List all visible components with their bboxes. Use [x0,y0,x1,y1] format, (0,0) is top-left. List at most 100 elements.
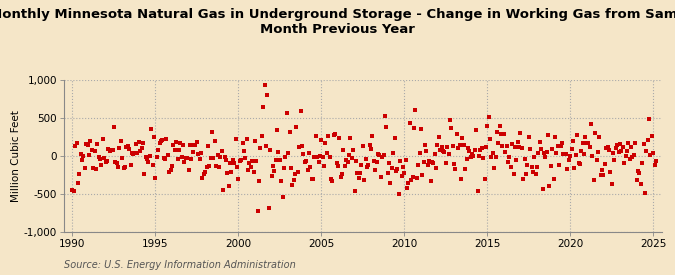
Point [402,186,412,190]
Point [171,139,182,144]
Point [284,130,295,134]
Point [626,145,637,149]
Point [164,169,175,174]
Point [77,158,88,163]
Point [344,153,354,157]
Point [622,149,632,153]
Point [269,169,279,173]
Point [213,164,224,169]
Point [304,151,315,155]
Point [411,176,422,180]
Point [209,139,220,143]
Point [603,148,614,152]
Point [115,138,126,143]
Point [126,151,137,155]
Point [643,138,653,142]
Point [138,141,148,145]
Point [154,141,165,145]
Point [346,156,357,161]
Point [456,177,466,181]
Point [331,160,342,165]
Point [618,145,628,149]
Point [330,131,341,136]
Point [606,182,617,186]
Point [436,145,447,149]
Point [645,152,656,157]
Point [465,155,476,159]
Point [478,156,489,160]
Point [193,152,204,156]
Point [398,165,408,169]
Point [619,161,630,165]
Point [182,156,192,160]
Point [399,171,410,175]
Point [565,153,576,158]
Point [458,143,469,147]
Point [337,171,348,176]
Point [449,162,460,166]
Point [623,141,634,145]
Point [508,172,519,176]
Point [472,189,483,194]
Point [612,142,622,147]
Point [129,151,140,155]
Point [576,149,587,153]
Point [630,141,641,145]
Point [441,145,452,150]
Point [188,150,198,154]
Point [487,151,498,155]
Point [483,115,494,119]
Point [432,143,443,147]
Point [428,161,439,165]
Point [602,145,613,149]
Point [541,150,552,154]
Point [229,161,240,166]
Point [350,158,361,163]
Point [608,151,618,155]
Point [360,157,371,162]
Point [134,140,144,144]
Point [416,127,427,131]
Point [267,164,278,168]
Point [88,166,99,170]
Point [211,164,221,169]
Point [313,160,324,164]
Point [569,165,580,170]
Point [412,162,423,167]
Point [109,125,119,129]
Point [394,192,404,197]
Point [204,164,215,168]
Point [448,144,458,148]
Point [403,181,414,185]
Point [153,148,163,152]
Point [561,152,572,156]
Point [363,163,374,167]
Point [168,142,179,147]
Point [468,154,479,158]
Point [340,164,350,168]
Point [615,142,626,146]
Point [367,134,378,138]
Point [135,149,146,153]
Point [431,166,441,170]
Point [435,148,446,152]
Point [389,136,400,140]
Point [616,148,627,153]
Point [354,171,365,175]
Point [175,141,186,145]
Point [523,135,534,139]
Point [477,145,487,150]
Point [418,160,429,165]
Point [437,149,448,154]
Point [342,160,353,164]
Point [122,144,133,148]
Point [150,176,161,180]
Point [198,172,209,177]
Point [173,148,184,152]
Point [648,150,659,155]
Point [479,177,490,181]
Point [519,156,530,161]
Point [379,114,390,118]
Point [356,163,367,167]
Point [227,158,238,162]
